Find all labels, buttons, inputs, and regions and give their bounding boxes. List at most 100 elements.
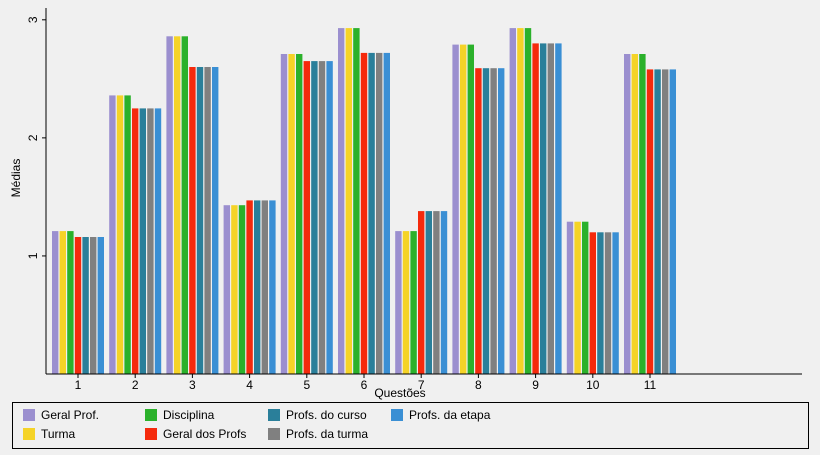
bar-10-geral-dos-profs (589, 232, 596, 374)
bar-10-turma (574, 221, 581, 374)
bar-3-disciplina (181, 36, 188, 375)
legend-item: Disciplina (145, 408, 214, 422)
bar-5-geral-dos-profs (303, 61, 310, 374)
bar-5-geral-prof- (280, 54, 288, 374)
bar-1-profs-da-turma (90, 237, 97, 374)
bar-3-turma (174, 36, 181, 375)
bar-9-disciplina (524, 28, 532, 374)
x-tick-label: 6 (361, 378, 368, 392)
bar-11-profs-do-curso (654, 69, 661, 375)
legend-item: Geral dos Profs (145, 427, 246, 441)
legend-item: Geral Prof. (23, 408, 99, 422)
x-tick-label: 4 (246, 378, 253, 392)
bar-2-geral-dos-profs (132, 108, 139, 375)
legend-swatch (145, 409, 157, 421)
x-tick-label: 9 (532, 378, 539, 392)
bar-7-disciplina (410, 231, 417, 374)
bar-3-geral-prof- (166, 36, 173, 375)
bar-10-profs-do-curso (597, 232, 604, 374)
bar-2-turma (116, 95, 124, 375)
bar-11-geral-dos-profs (646, 69, 654, 375)
bar-1-geral-prof- (52, 231, 59, 374)
bar-6-disciplina (353, 28, 360, 374)
legend-label: Profs. do curso (286, 408, 367, 422)
legend-label: Disciplina (163, 408, 215, 422)
bar-7-geral-prof- (395, 231, 402, 374)
y-axis-label: Médias (9, 159, 23, 198)
legend-item: Profs. da etapa (391, 408, 490, 422)
bar-1-turma (59, 231, 66, 374)
bar-4-geral-prof- (223, 205, 230, 374)
bar-4-turma (231, 205, 238, 374)
y-tick-label: 1 (26, 252, 40, 259)
legend-label: Turma (41, 427, 76, 441)
bar-1-profs-do-curso (82, 237, 89, 374)
bar-6-profs-da-etapa (383, 52, 390, 375)
bar-4-geral-dos-profs (246, 200, 253, 374)
bar-1-profs-da-etapa (97, 237, 104, 374)
bar-10-geral-prof- (566, 221, 574, 374)
bar-8-profs-da-etapa (498, 68, 505, 374)
bar-11-profs-da-etapa (669, 69, 676, 375)
x-tick-label: 11 (644, 378, 657, 392)
legend-swatch (145, 428, 157, 440)
legend-swatch (268, 409, 280, 421)
bar-3-profs-da-etapa (212, 67, 219, 374)
x-tick-label: 5 (303, 378, 310, 392)
bar-2-profs-da-etapa (154, 108, 162, 375)
bar-2-disciplina (124, 95, 131, 375)
bar-5-turma (288, 54, 295, 374)
x-tick-label: 2 (132, 378, 139, 392)
legend-item: Profs. do curso (268, 408, 367, 422)
bar-1-disciplina (67, 231, 74, 374)
bar-4-profs-da-turma (261, 200, 268, 374)
bar-10-profs-da-etapa (612, 232, 619, 374)
legend-item: Turma (23, 427, 75, 441)
bar-1-geral-dos-profs (74, 237, 82, 374)
legend-label: Profs. da turma (286, 427, 369, 441)
bar-5-profs-da-etapa (326, 61, 333, 374)
bar-9-geral-dos-profs (532, 43, 539, 375)
bar-7-profs-da-turma (433, 211, 440, 374)
bar-3-geral-dos-profs (189, 67, 196, 374)
bar-8-profs-do-curso (482, 68, 490, 374)
bar-3-profs-da-turma (204, 67, 211, 374)
bar-9-profs-da-etapa (555, 43, 562, 375)
bar-11-profs-da-turma (662, 69, 669, 375)
y-tick-label: 2 (26, 134, 40, 141)
x-tick-label: 1 (75, 378, 82, 392)
x-tick-label: 10 (586, 378, 600, 392)
bar-9-geral-prof- (509, 28, 516, 374)
y-tick-label: 3 (26, 16, 40, 23)
bar-7-turma (402, 231, 410, 374)
bars-group (52, 28, 676, 375)
bar-6-geral-dos-profs (360, 52, 368, 375)
bar-11-geral-prof- (624, 54, 631, 374)
bar-5-profs-da-turma (318, 61, 326, 374)
bar-8-geral-prof- (452, 44, 459, 374)
bar-8-geral-dos-profs (475, 68, 482, 374)
bar-7-profs-do-curso (425, 211, 432, 374)
legend-label: Profs. da etapa (409, 408, 491, 422)
bar-2-profs-da-turma (147, 108, 154, 375)
bar-8-disciplina (467, 44, 474, 374)
legend-item: Profs. da turma (268, 427, 368, 441)
bar-6-turma (345, 28, 352, 374)
legend-swatch (23, 409, 35, 421)
x-tick-label: 3 (189, 378, 196, 392)
legend: Geral Prof. Turma Disciplina Geral dos Prof… (12, 402, 809, 449)
bar-9-profs-do-curso (540, 43, 547, 375)
bar-8-profs-da-turma (490, 68, 497, 374)
x-tick-label: 7 (418, 378, 425, 392)
bar-3-profs-do-curso (196, 67, 204, 374)
bar-9-profs-da-turma (547, 43, 554, 375)
bar-7-profs-da-etapa (440, 211, 448, 374)
bar-6-profs-do-curso (368, 52, 375, 375)
legend-label: Geral Prof. (41, 408, 100, 422)
x-tick-label: 8 (475, 378, 482, 392)
bar-2-profs-do-curso (139, 108, 146, 375)
bar-11-turma (631, 54, 638, 374)
bar-5-profs-do-curso (311, 61, 318, 374)
bar-10-profs-da-turma (604, 232, 612, 374)
